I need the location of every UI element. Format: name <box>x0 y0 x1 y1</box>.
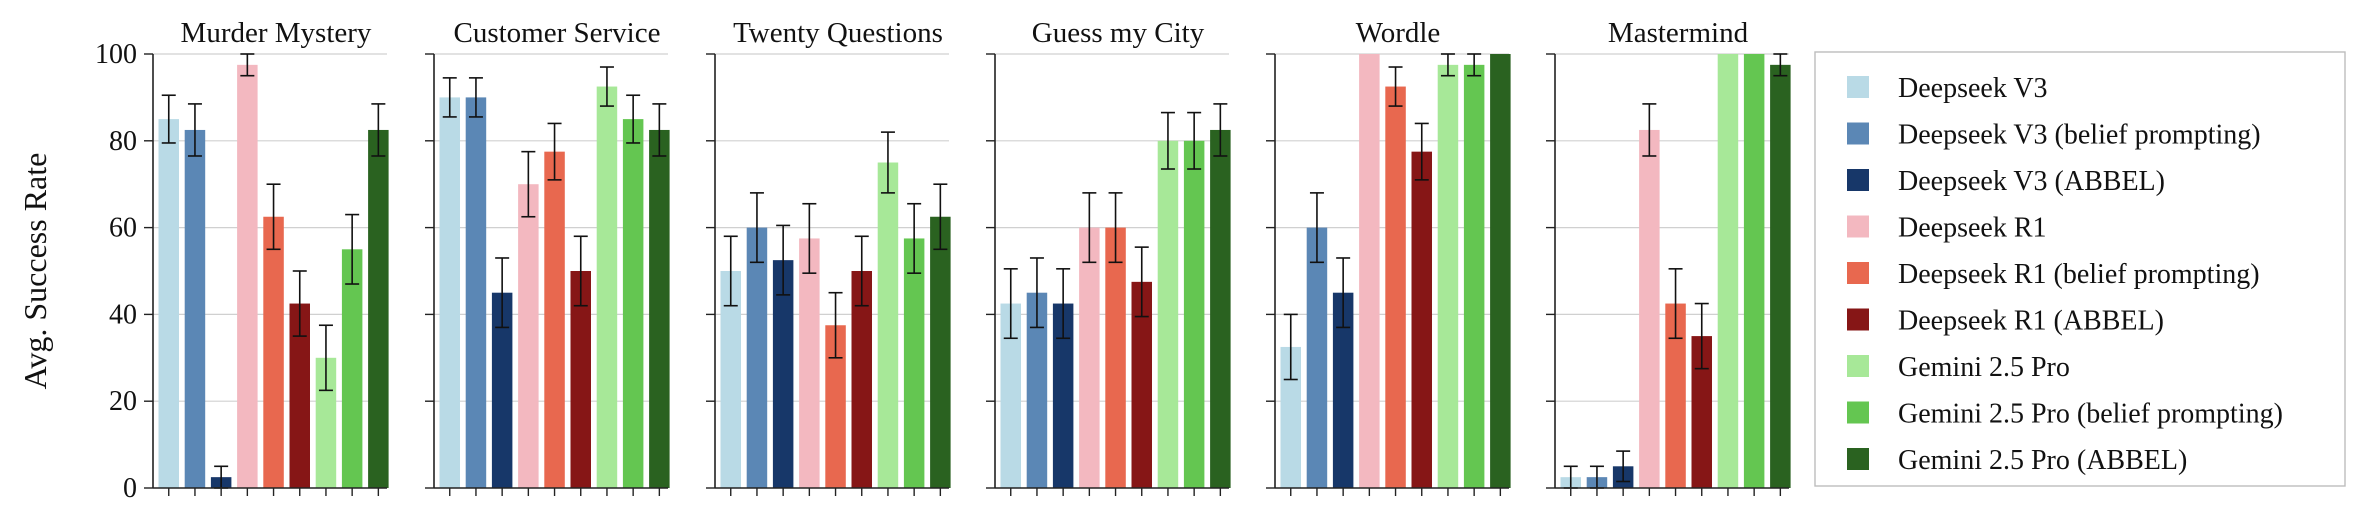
panel-title-3: Twenty Questions <box>733 17 943 49</box>
bar-5-1 <box>1280 346 1301 488</box>
legend-swatch-6 <box>1847 308 1869 331</box>
legend-label-8: Gemini 2.5 Pro (belief prompting) <box>1898 399 2283 430</box>
legend-label-1: Deepseek V3 <box>1898 73 2048 104</box>
bar-2-1 <box>439 97 460 489</box>
legend-swatch-9 <box>1847 448 1869 470</box>
legend-label-9: Gemini 2.5 Pro (ABBEL) <box>1898 445 2187 476</box>
legend-label-5: Deepseek R1 (belief prompting) <box>1898 259 2260 290</box>
bar-5-5 <box>1385 86 1406 489</box>
bar-6-6 <box>1691 336 1712 488</box>
bar-4-9 <box>1210 129 1231 488</box>
bar-2-9 <box>649 129 670 488</box>
panel-title-5: Wordle <box>1356 17 1441 49</box>
bar-3-5 <box>825 325 846 488</box>
bar-6-4 <box>1639 129 1660 488</box>
bar-5-9 <box>1490 54 1511 488</box>
bar-1-6 <box>289 303 310 488</box>
bar-4-2 <box>1026 292 1048 488</box>
legend-swatch-1 <box>1847 76 1869 98</box>
bar-2-8 <box>622 119 644 488</box>
bar-5-7 <box>1437 64 1459 488</box>
bar-4-7 <box>1157 140 1179 489</box>
panel-title-4: Guess my City <box>1032 17 1205 49</box>
legend-swatch-8 <box>1847 401 1869 424</box>
bar-5-2 <box>1306 227 1328 488</box>
panel-title-6: Mastermind <box>1608 17 1749 49</box>
legend-box <box>1814 51 2346 487</box>
panel-title-2: Customer Service <box>454 17 661 49</box>
y-tick-label: 60 <box>109 213 137 244</box>
bar-4-3 <box>1052 303 1074 488</box>
bar-1-8 <box>341 249 363 488</box>
y-tick-label: 80 <box>109 126 137 157</box>
bar-2-6 <box>570 271 591 488</box>
bar-3-1 <box>720 271 741 488</box>
y-tick-label: 40 <box>109 299 137 330</box>
panel-title-1: Murder Mystery <box>181 17 372 49</box>
bar-1-2 <box>184 129 206 488</box>
bar-3-2 <box>746 227 768 488</box>
bar-2-2 <box>465 97 487 489</box>
legend-label-2: Deepseek V3 (belief prompting) <box>1898 120 2261 151</box>
legend-label-3: Deepseek V3 (ABBEL) <box>1898 166 2165 197</box>
bar-6-9 <box>1770 64 1791 488</box>
legend-swatch-2 <box>1847 122 1869 145</box>
bar-2-7 <box>596 86 618 489</box>
bar-6-8 <box>1743 54 1765 488</box>
bar-6-7 <box>1717 54 1739 488</box>
bar-2-4 <box>518 184 539 488</box>
bar-3-3 <box>772 260 794 488</box>
legend-swatch-7 <box>1847 355 1869 377</box>
legend-swatch-5 <box>1847 262 1869 284</box>
legend-label-6: Deepseek R1 (ABBEL) <box>1898 306 2164 337</box>
legend-swatch-3 <box>1847 169 1869 191</box>
bar-5-4 <box>1359 54 1380 488</box>
y-tick-label: 20 <box>109 386 137 417</box>
bar-6-5 <box>1665 303 1686 488</box>
bar-3-4 <box>799 238 820 488</box>
bar-5-6 <box>1411 151 1432 488</box>
bar-4-1 <box>1000 303 1021 488</box>
bar-4-5 <box>1105 227 1126 488</box>
y-tick-label: 100 <box>95 39 137 70</box>
bar-1-1 <box>158 119 179 488</box>
bar-3-7 <box>877 162 899 488</box>
bar-5-3 <box>1332 292 1354 488</box>
y-axis-title: Avg. Success Rate <box>17 153 53 390</box>
legend-swatch-4 <box>1847 215 1869 238</box>
legend-label-4: Deepseek R1 <box>1898 213 2047 244</box>
bar-2-5 <box>544 151 565 488</box>
bar-3-9 <box>930 216 951 488</box>
bar-5-8 <box>1463 64 1485 488</box>
bar-1-4 <box>237 64 258 488</box>
bar-3-6 <box>851 271 872 488</box>
bar-4-4 <box>1079 227 1100 488</box>
bar-1-9 <box>368 129 389 488</box>
bar-4-8 <box>1183 140 1205 489</box>
bar-3-8 <box>903 238 925 488</box>
y-tick-label: 0 <box>123 473 137 504</box>
bar-1-5 <box>263 216 284 488</box>
bar-4-6 <box>1131 281 1152 488</box>
bar-2-3 <box>491 292 513 488</box>
legend-label-7: Gemini 2.5 Pro <box>1898 352 2070 383</box>
